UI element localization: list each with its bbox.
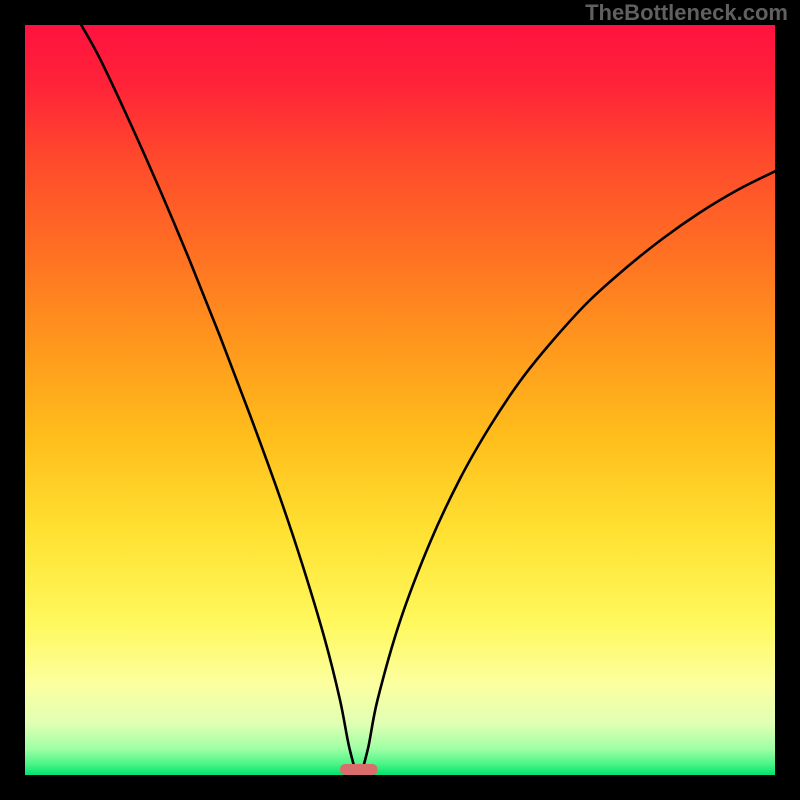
- bottleneck-curve-chart: [25, 25, 775, 775]
- watermark-text: TheBottleneck.com: [585, 0, 788, 26]
- chart-container: TheBottleneck.com: [0, 0, 800, 800]
- optimal-range-marker: [340, 764, 378, 775]
